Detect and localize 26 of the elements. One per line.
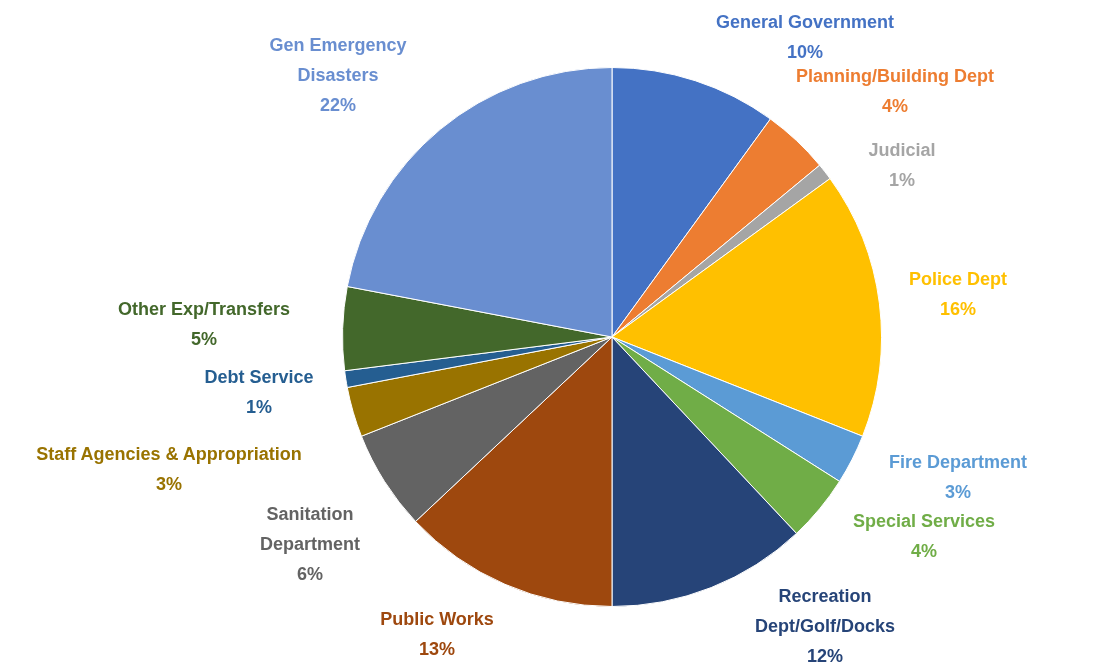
data-label: 1% — [888, 169, 916, 190]
slice-label: Other Exp/Transfers — [117, 298, 291, 319]
data-label: 5% — [190, 328, 218, 349]
data-label: 10% — [786, 41, 824, 62]
data-label: 3% — [155, 473, 183, 494]
data-label: 3% — [944, 481, 972, 502]
slice-label: Staff Agencies & Appropriation — [36, 443, 302, 464]
data-label: 4% — [910, 540, 938, 561]
slice-label: Planning/Building Dept — [796, 65, 994, 86]
data-label: 12% — [806, 645, 844, 666]
data-label: 22% — [319, 94, 357, 115]
slice-label: Debt Service — [204, 366, 314, 387]
data-label: 4% — [881, 95, 909, 116]
slice-label: Police Dept — [908, 268, 1008, 289]
slice-label: Sanitation Department — [259, 503, 361, 554]
data-label: 1% — [245, 396, 273, 417]
data-label: 13% — [418, 638, 456, 659]
slice-label: Fire Department — [888, 451, 1028, 472]
slice-label: Judicial — [868, 139, 936, 160]
slice-label: Recreation Dept/Golf/Docks — [754, 585, 896, 636]
slice-label: Public Works — [380, 608, 494, 629]
data-label: 16% — [939, 298, 977, 319]
slice-label: Gen Emergency Disasters — [269, 34, 407, 85]
data-label: 6% — [296, 563, 324, 584]
slice-label: General Government — [715, 11, 895, 32]
slice-label: Special Services — [852, 510, 996, 531]
